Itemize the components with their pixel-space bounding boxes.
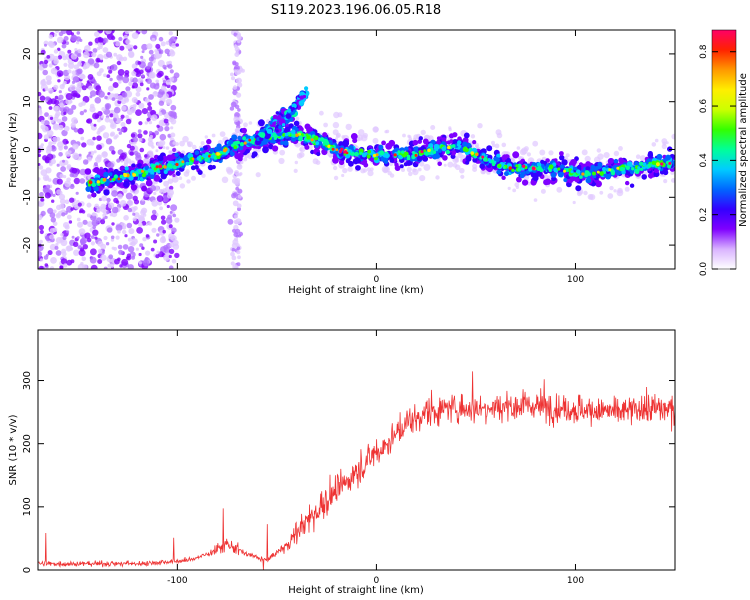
top-y-tick-label: -20 — [22, 237, 33, 253]
top-y-tick-label: 20 — [22, 48, 33, 61]
bottom-y-tick-label: 200 — [22, 434, 33, 453]
colorbar-tick-label: 0.0 — [699, 262, 709, 277]
bottom-x-tick-label: 100 — [567, 576, 584, 586]
bottom-plot-frame — [37, 329, 676, 571]
top-y-axis-label: Frequency (Hz) — [8, 112, 19, 188]
top-x-tick-label: -100 — [167, 275, 188, 285]
snr-series-line — [38, 371, 675, 570]
colorbar-tick-label: 0.4 — [699, 153, 709, 168]
colorbar-axis: 0.0 0.2 0.4 0.6 0.8 — [699, 29, 737, 277]
bottom-y-axis-label: SNR (10 * v/v) — [8, 414, 19, 485]
bottom-axes: -100 0 100 0 100 200 300 — [22, 330, 675, 586]
top-x-axis-label: Height of straight line (km) — [288, 285, 424, 296]
colorbar-tick-label: 0.6 — [699, 99, 709, 114]
bottom-y-tick-label: 0 — [22, 567, 33, 573]
top-y-tick-label: -10 — [22, 189, 33, 205]
top-y-tick-label: 10 — [22, 95, 33, 108]
heatmap-points — [38, 30, 675, 269]
bottom-x-tick-label: 0 — [374, 576, 380, 586]
chart-title: S119.2023.196.06.05.R18 — [271, 3, 441, 18]
top-x-tick-label: 0 — [374, 275, 380, 285]
bottom-x-tick-label: -100 — [167, 576, 188, 586]
colorbar-label: Normalized spectral amplitude — [738, 73, 749, 227]
colorbar-tick-label: 0.8 — [699, 44, 709, 59]
bottom-y-tick-label: 300 — [22, 371, 33, 390]
bottom-x-axis-label: Height of straight line (km) — [288, 585, 424, 596]
colorbar-tick-label: 0.2 — [699, 208, 709, 222]
top-y-tick-label: 0 — [22, 146, 33, 152]
colorbar — [712, 30, 736, 269]
top-x-tick-label: 100 — [567, 275, 584, 285]
bottom-y-tick-label: 100 — [22, 497, 33, 516]
